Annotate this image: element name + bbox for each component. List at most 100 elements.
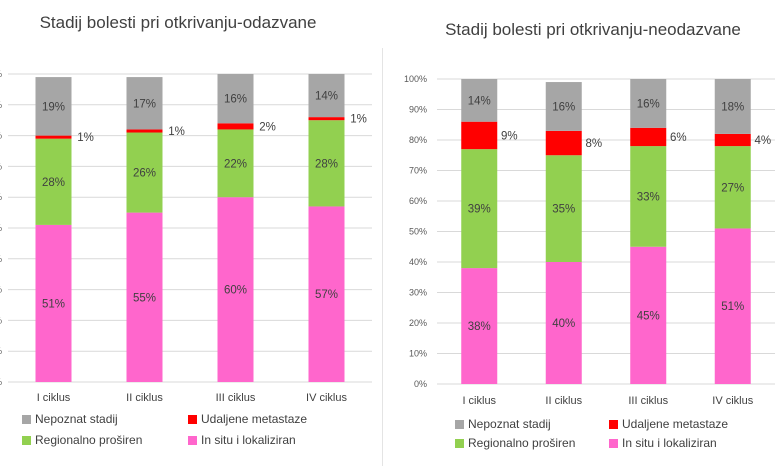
data-label: 40%	[552, 318, 575, 330]
chart-divider	[382, 48, 383, 466]
bar-segment	[126, 77, 163, 130]
data-label: 39%	[468, 204, 491, 216]
bar-segment	[461, 79, 498, 122]
bar-segment	[35, 138, 72, 225]
bar-segment	[35, 224, 72, 382]
y-tick-label: 60%	[409, 196, 427, 206]
bar-segment	[630, 127, 667, 147]
data-label: 14%	[468, 95, 491, 107]
data-label: 60%	[224, 285, 247, 297]
bar-segment	[630, 146, 667, 247]
bar-segment	[35, 135, 72, 139]
data-label: 4%	[754, 135, 771, 147]
data-label: 27%	[721, 182, 744, 194]
category-label: I ciklus	[462, 395, 496, 407]
bar-segment	[217, 129, 254, 198]
bar-segment	[714, 79, 751, 134]
data-label: 55%	[133, 292, 156, 304]
bar-segment	[461, 268, 498, 384]
bar-segment	[545, 130, 582, 156]
data-label: 8%	[585, 138, 602, 150]
data-label: 51%	[721, 301, 744, 313]
bar-segment	[461, 149, 498, 269]
legend-swatch	[22, 436, 31, 445]
chart-title: Stadij bolesti pri otkrivanju-odazvane	[40, 13, 317, 32]
legend-label: Regionalno proširen	[468, 436, 575, 450]
chart-right: Stadij bolesti pri otkrivanju-neodazvane…	[404, 20, 775, 450]
y-tick-label: 10%	[0, 346, 2, 356]
bar-segment	[217, 123, 254, 130]
bar-segment	[545, 262, 582, 384]
chart-left: Stadij bolesti pri otkrivanju-odazvane 0%…	[0, 13, 372, 447]
data-label: 33%	[637, 191, 660, 203]
legend-swatch	[609, 439, 618, 448]
bar-segment	[308, 117, 345, 121]
y-tick-label: 60%	[0, 192, 2, 202]
bar-segment	[308, 74, 345, 118]
category-label: II ciklus	[126, 392, 163, 404]
legend-label: In situ i lokaliziran	[201, 433, 296, 447]
category-label: IV ciklus	[306, 392, 347, 404]
legend-label: Nepoznat stadij	[35, 412, 118, 426]
y-tick-label: 40%	[0, 254, 2, 264]
data-label: 18%	[721, 101, 744, 113]
bar-segment	[35, 77, 72, 136]
bar-segment	[461, 121, 498, 150]
data-label: 26%	[133, 168, 156, 180]
y-tick-label: 20%	[409, 318, 427, 328]
legend-label: Udaljene metastaze	[622, 417, 728, 431]
data-label: 28%	[42, 177, 65, 189]
y-tick-label: 10%	[409, 349, 427, 359]
bar-segment	[308, 206, 345, 382]
data-label: 51%	[42, 298, 65, 310]
bar-segment	[126, 212, 163, 382]
data-label: 9%	[501, 130, 518, 142]
bar-segment	[714, 228, 751, 384]
data-label: 22%	[224, 158, 247, 170]
data-label: 1%	[350, 114, 367, 126]
bar-segment	[217, 74, 254, 124]
chart-title: Stadij bolesti pri otkrivanju-neodazvane	[445, 20, 741, 39]
data-label: 14%	[315, 91, 338, 103]
data-label: 2%	[259, 121, 276, 133]
legend-swatch	[22, 415, 31, 424]
bar-segment	[126, 129, 163, 133]
category-label: II ciklus	[545, 395, 582, 407]
data-label: 28%	[315, 158, 338, 170]
bar-segment	[714, 133, 751, 147]
bar-segment	[545, 155, 582, 262]
category-label: III ciklus	[216, 392, 256, 404]
legend-label: Udaljene metastaze	[201, 412, 307, 426]
y-tick-label: 20%	[0, 315, 2, 325]
y-tick-label: 0%	[0, 377, 2, 387]
y-tick-label: 50%	[409, 227, 427, 237]
legend-swatch	[455, 420, 464, 429]
legend-swatch	[188, 415, 197, 424]
y-tick-label: 0%	[414, 379, 427, 389]
bar-segment	[714, 146, 751, 229]
y-tick-label: 50%	[0, 223, 2, 233]
data-label: 57%	[315, 289, 338, 301]
data-label: 45%	[637, 310, 660, 322]
legend-label: Nepoznat stadij	[468, 417, 551, 431]
legend-swatch	[188, 436, 197, 445]
y-tick-label: 100%	[0, 69, 2, 79]
category-label: I ciklus	[37, 392, 71, 404]
legend-swatch	[609, 420, 618, 429]
y-tick-label: 70%	[0, 161, 2, 171]
y-tick-label: 30%	[409, 288, 427, 298]
category-label: IV ciklus	[712, 395, 753, 407]
bar-segment	[308, 120, 345, 207]
data-label: 35%	[552, 204, 575, 216]
data-label: 1%	[168, 126, 185, 138]
data-label: 16%	[637, 98, 660, 110]
legend-swatch	[455, 439, 464, 448]
y-tick-label: 40%	[409, 257, 427, 267]
data-label: 38%	[468, 321, 491, 333]
data-label: 1%	[77, 132, 94, 144]
bar-segment	[126, 132, 163, 213]
y-tick-label: 80%	[409, 135, 427, 145]
data-label: 16%	[552, 101, 575, 113]
data-label: 16%	[224, 94, 247, 106]
